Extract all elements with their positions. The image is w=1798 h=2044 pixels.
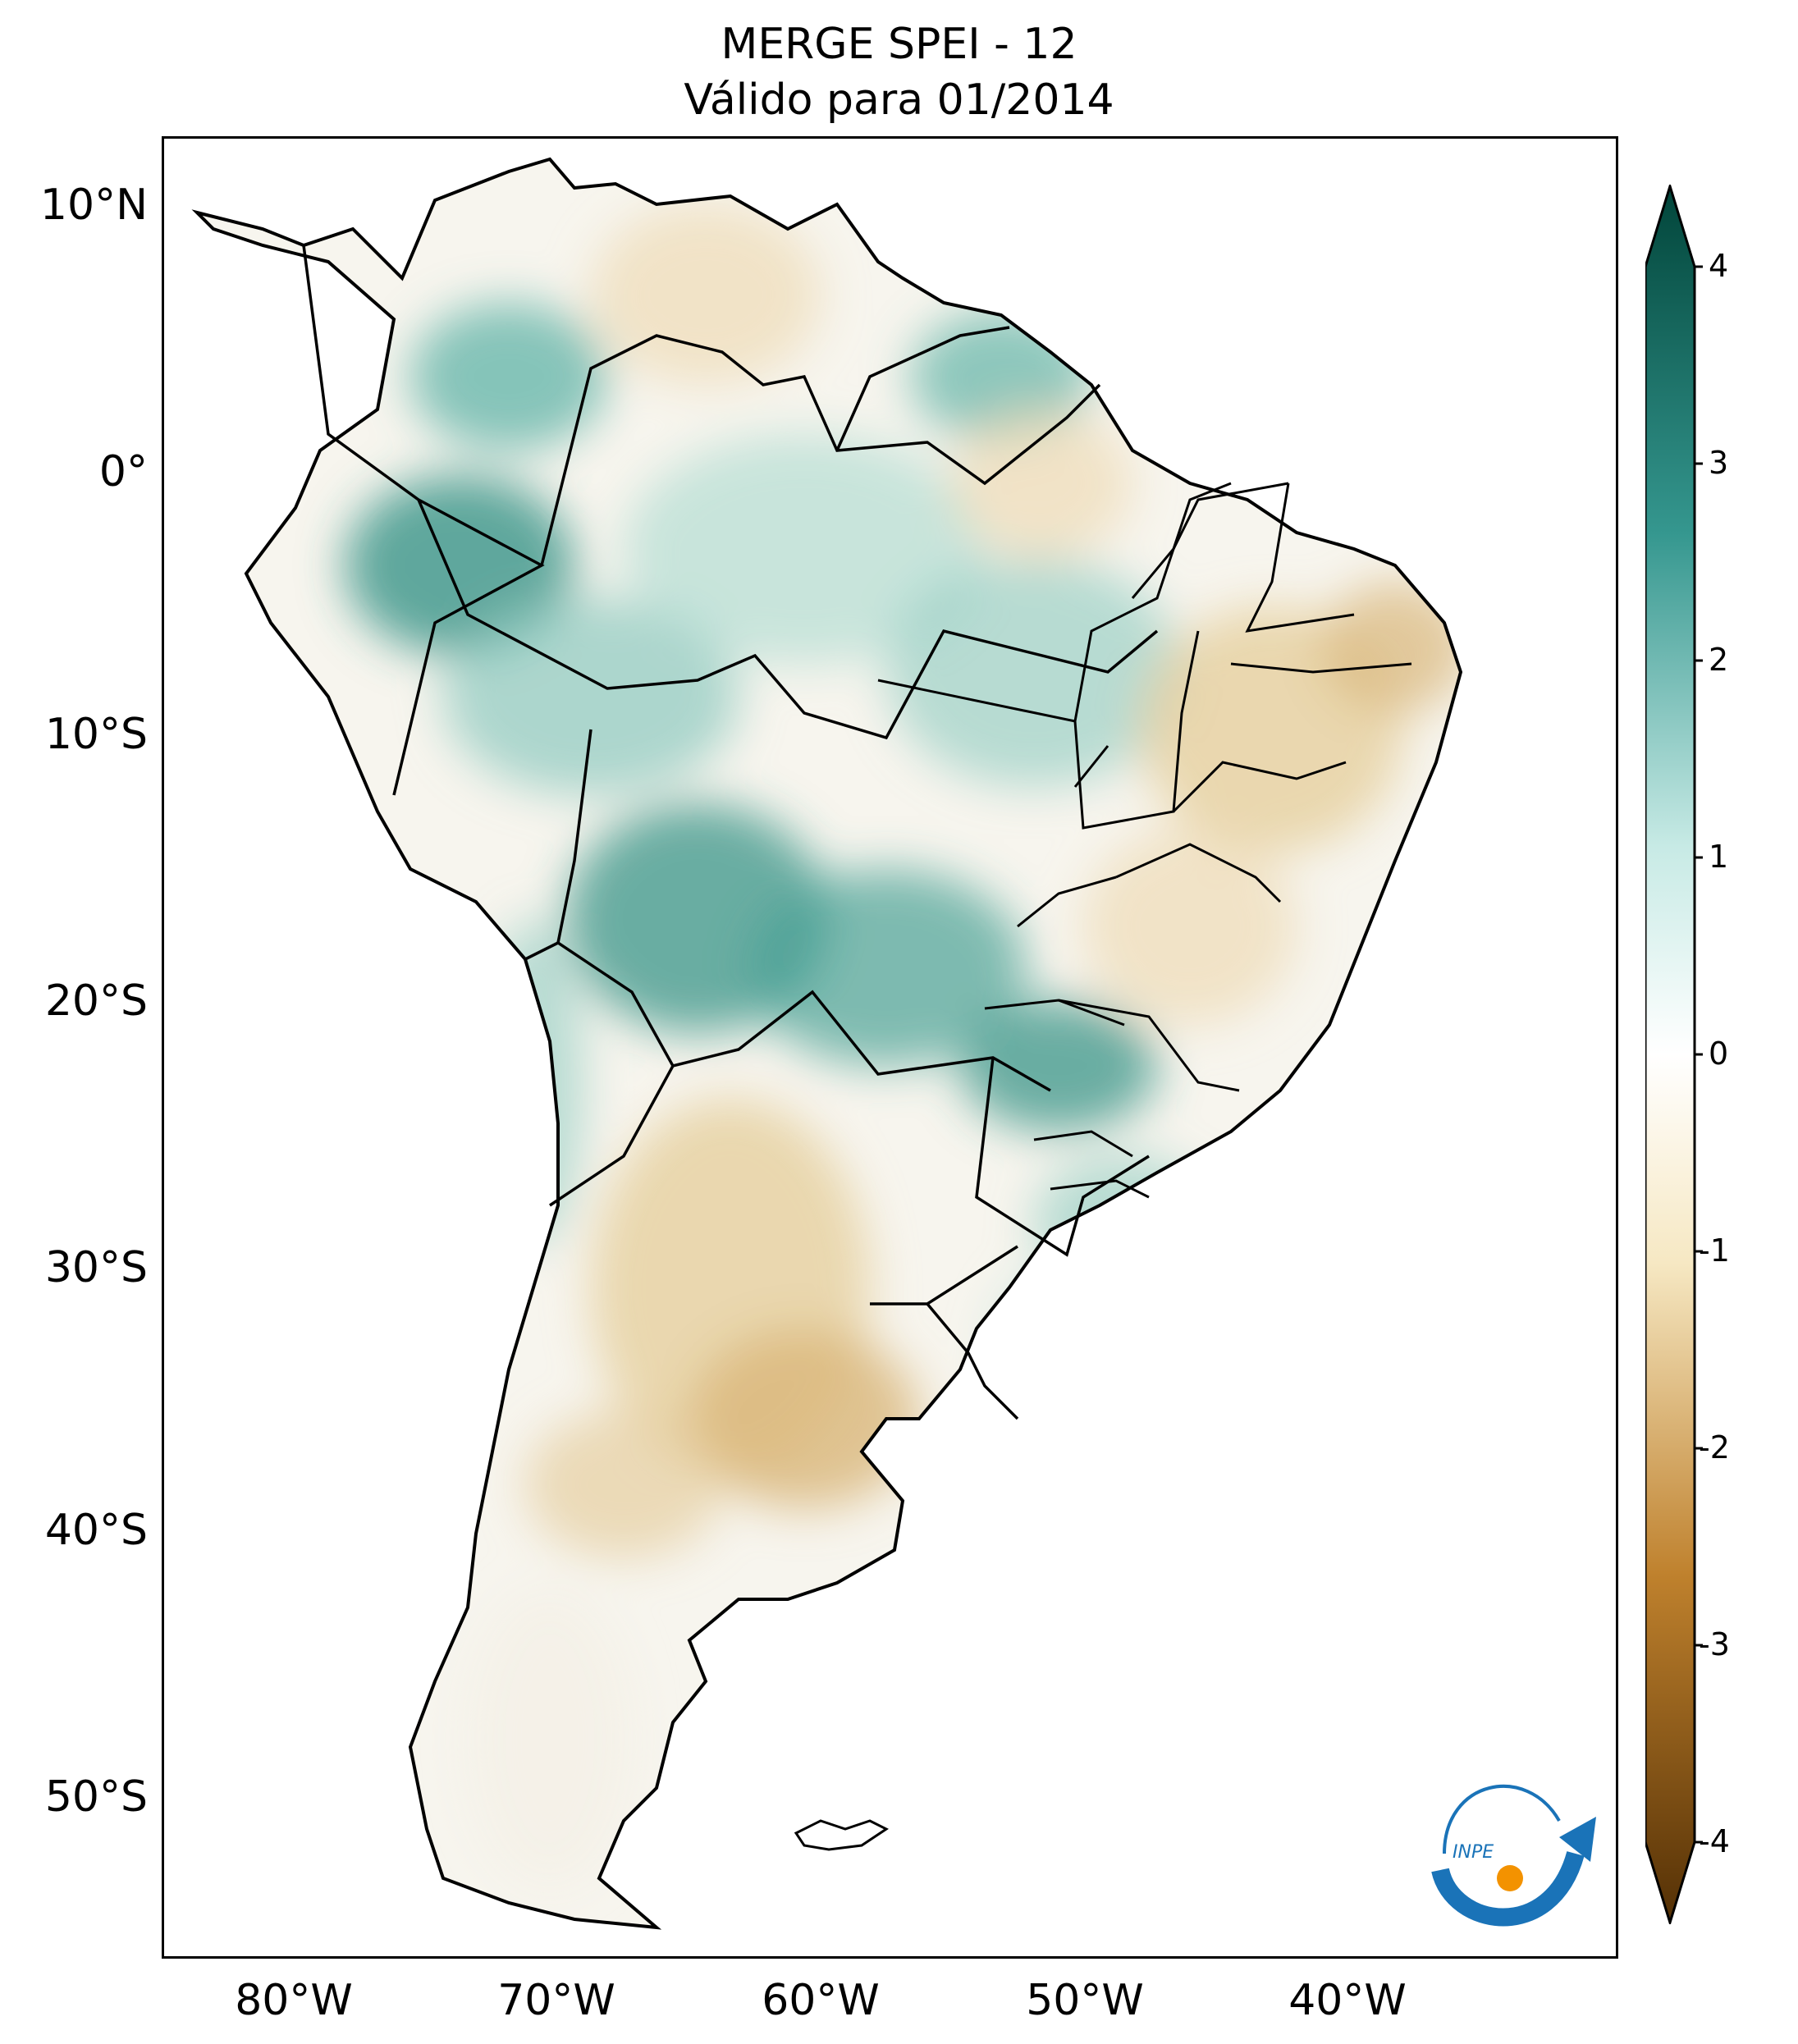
inpe-logo-text: INPE [1453, 1842, 1494, 1863]
colorbar-tick-2: 2 [1709, 642, 1729, 678]
lon-label-70w: 70°W [497, 1976, 615, 2025]
map-panel: INPE [162, 136, 1618, 1959]
lon-label-40w: 40°W [1288, 1976, 1407, 2025]
lon-label-80w: 80°W [235, 1976, 353, 2025]
colorbar-tick-0: 0 [1709, 1036, 1729, 1072]
colorbar [1645, 185, 1703, 1924]
colorbar-tick-m2: -2 [1699, 1429, 1730, 1466]
falkland-islands [794, 1819, 889, 1851]
colorbar-tick-3: 3 [1709, 445, 1729, 481]
colorbar-tick-m3: -3 [1699, 1626, 1730, 1662]
lat-label-0: 0° [98, 447, 148, 496]
colorbar-gradient [1645, 185, 1696, 1924]
colorbar-tick-1: 1 [1709, 839, 1729, 875]
lat-label-20s: 20°S [44, 976, 148, 1026]
south-america-map: INPE [195, 158, 1596, 1929]
colorbar-tick-4: 4 [1709, 248, 1729, 284]
lon-label-60w: 60°W [762, 1976, 880, 2025]
lat-label-50s: 50°S [44, 1772, 148, 1822]
lat-label-40s: 40°S [44, 1506, 148, 1555]
map-title: MERGE SPEI - 12 [721, 20, 1077, 69]
country-borders [302, 245, 1159, 1420]
lat-label-10n: 10°N [39, 181, 148, 230]
colorbar-tick-m4: -4 [1699, 1823, 1730, 1859]
map-subtitle: Válido para 01/2014 [684, 75, 1114, 125]
colorbar-tick-m1: -1 [1699, 1232, 1730, 1269]
state-borders [877, 482, 1412, 1199]
inpe-logo: INPE [1431, 1784, 1596, 1927]
lat-label-10s: 10°S [44, 710, 148, 759]
spei-field [197, 159, 1461, 1927]
lon-label-50w: 50°W [1026, 1976, 1144, 2025]
lat-label-30s: 30°S [44, 1243, 148, 1292]
